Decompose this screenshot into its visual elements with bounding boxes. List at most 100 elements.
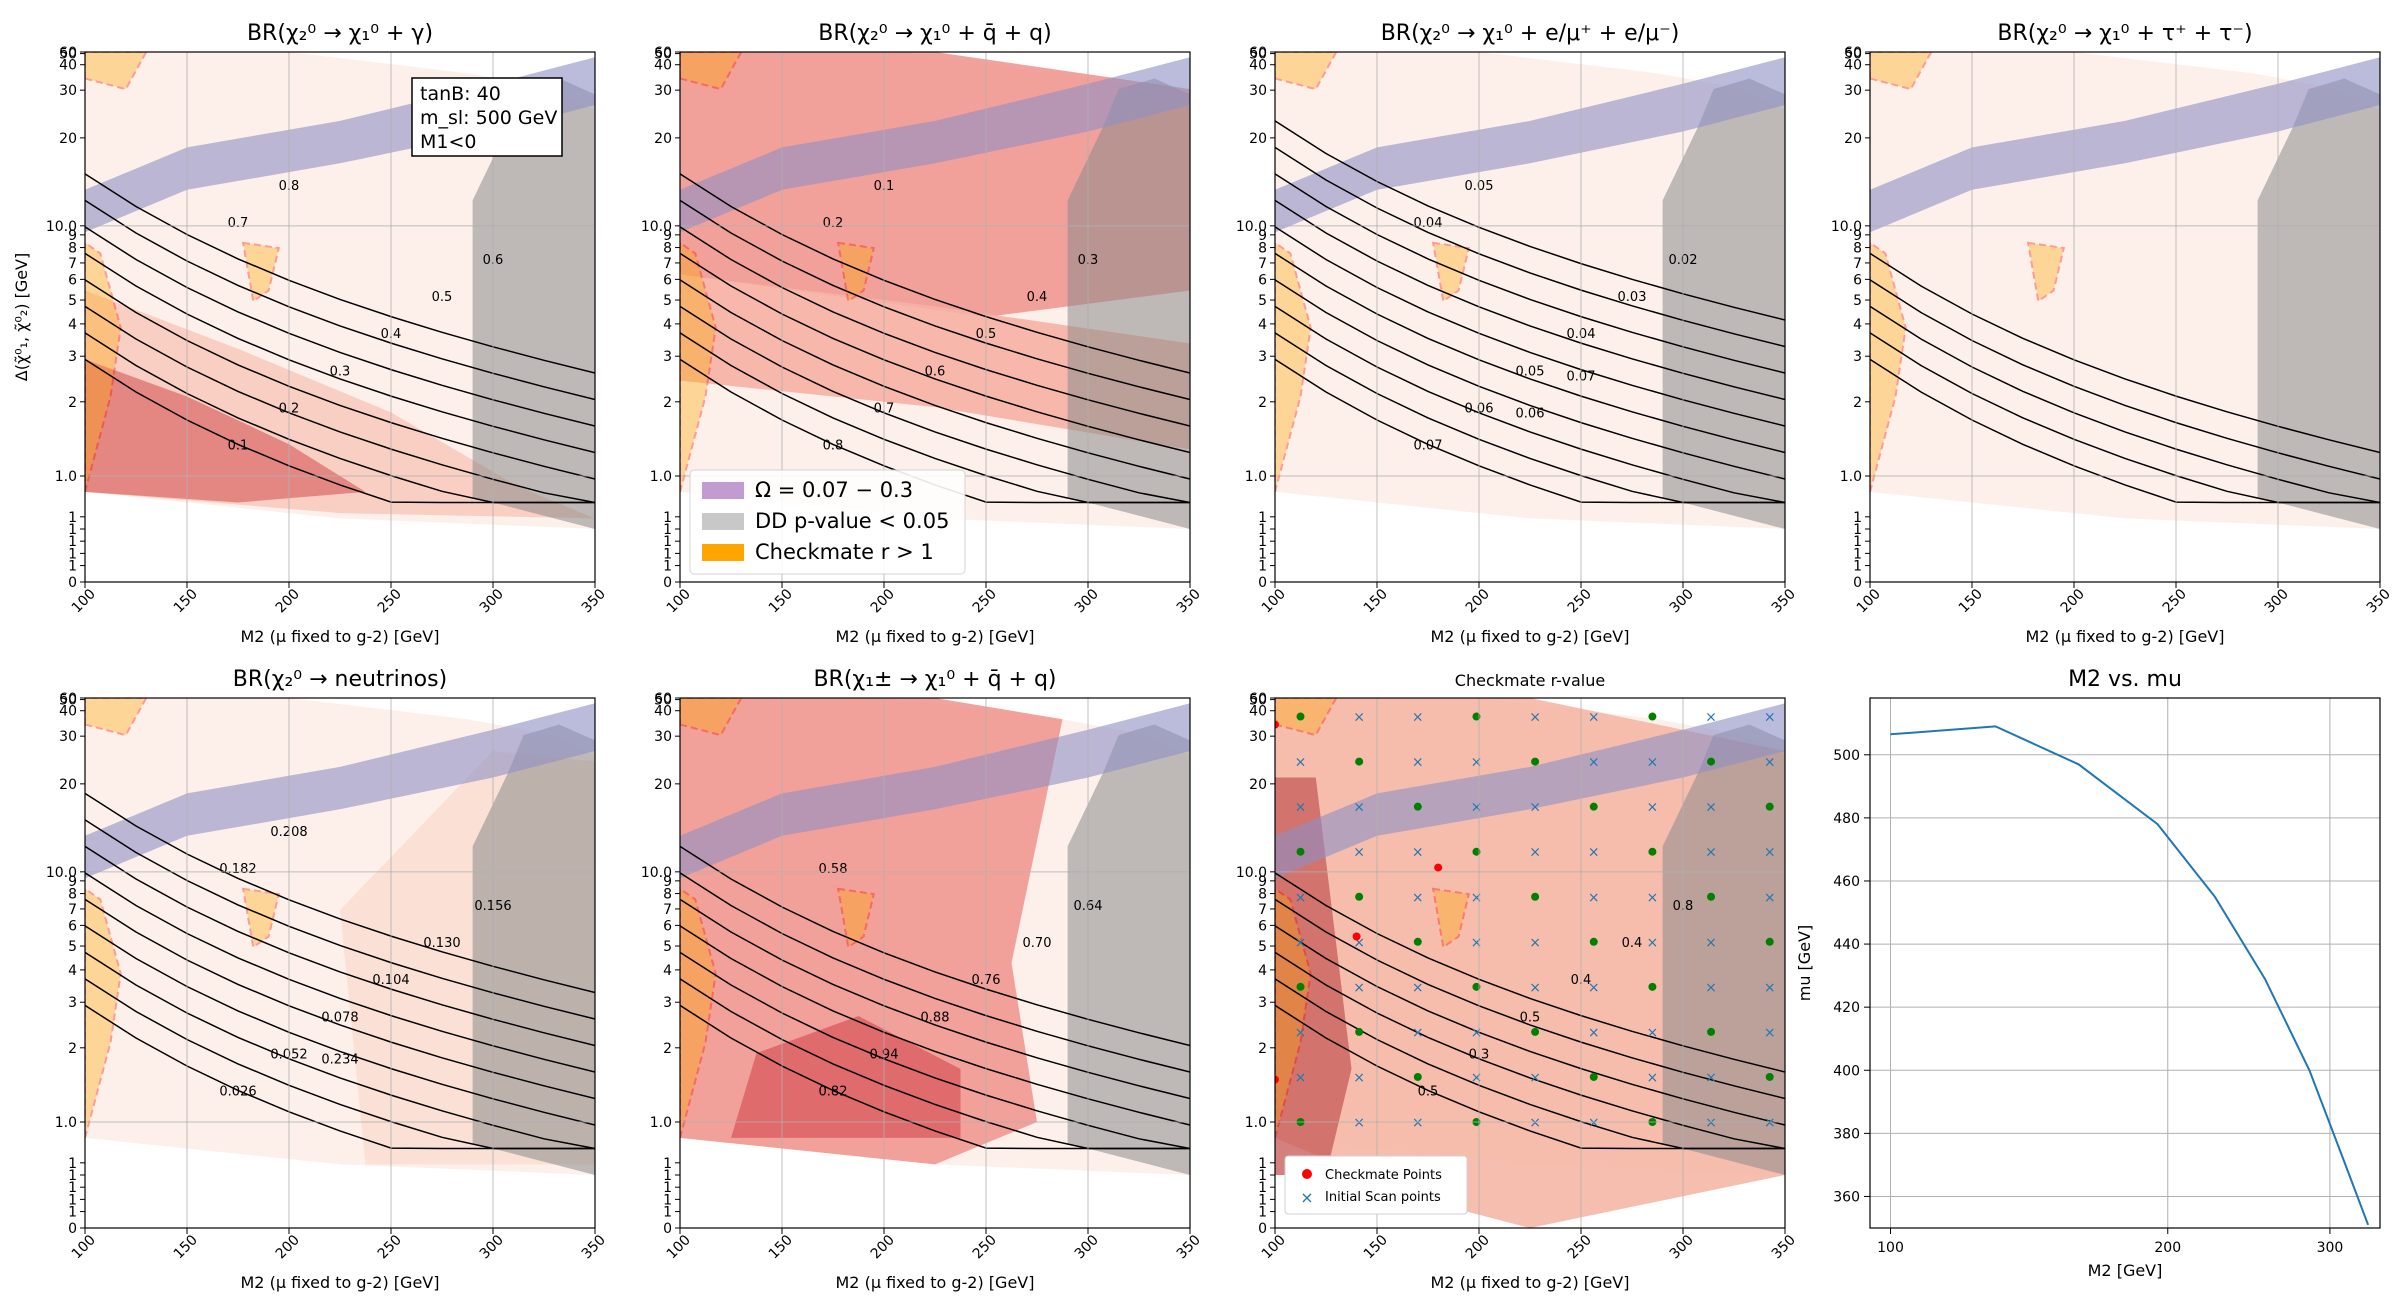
dd-excluded-region — [1662, 724, 1785, 1175]
contour-line — [1870, 279, 2380, 480]
y-tick-label: 6 — [1853, 272, 1862, 288]
y-tick-label: 60 — [1249, 45, 1267, 61]
y-tick-label: 4 — [1258, 963, 1267, 979]
plot-area — [1870, 52, 2380, 529]
contour-line — [1275, 872, 1785, 1073]
y-tick-label: 7 — [68, 256, 77, 272]
x-tick-label: 350 — [1174, 586, 1204, 616]
y-tick-label: 60 — [59, 45, 77, 61]
y-tick-label: 1 — [68, 522, 77, 538]
x-axis-label: M2 (μ fixed to g-2) [GeV] — [836, 1273, 1035, 1292]
y-tick-label: 500 — [1833, 748, 1860, 764]
contour-label: 0.5 — [1418, 1085, 1439, 1100]
plot-area: 0.50.30.50.40.40.8××××××××××××××××××××××… — [1275, 698, 1785, 1228]
contour-line — [1275, 951, 1785, 1150]
x-tick-label: 250 — [375, 586, 405, 616]
scan-point: × — [1764, 1115, 1776, 1131]
checkmate-point — [1707, 892, 1716, 901]
contour-line — [1275, 898, 1785, 1100]
contour-label: 0.4 — [1622, 936, 1643, 951]
checkmate-point — [1531, 757, 1540, 766]
scan-point: × — [1353, 980, 1365, 996]
y-tick-label: 1.0 — [650, 1115, 672, 1131]
contour-label: 0.70 — [1023, 936, 1052, 951]
contour-label: 0.2 — [823, 216, 844, 231]
y-tick-label: 1 — [663, 1180, 672, 1196]
scan-point: × — [1471, 935, 1483, 951]
y-tick-label: 1.0 — [55, 1115, 77, 1131]
checkmate-excluded-2 — [1275, 241, 1312, 493]
panel-8: 100 200 300 360 380 400 420 440 460 480 500 M2 vs. … — [1795, 667, 2381, 1280]
annotation-box — [411, 77, 563, 157]
axes-frame — [84, 51, 596, 583]
x-tick-label: 150 — [766, 1232, 796, 1262]
x-axis-label: M2 [GeV] — [2088, 1261, 2163, 1280]
y-tick-label: 1 — [1258, 1180, 1267, 1196]
y-tick-label: 30 — [654, 729, 672, 745]
y-tick-label: 10.0 — [1831, 219, 1862, 235]
checkmate-point — [1707, 757, 1716, 766]
y-tick-label: 2 — [68, 1041, 77, 1057]
contour-label: 0.1 — [228, 439, 249, 454]
y-tick-label: 60 — [654, 45, 672, 61]
contour-label: 0.07 — [1414, 439, 1443, 454]
contour-line — [85, 819, 595, 1020]
scan-point: × — [1412, 1115, 1424, 1131]
x-tick-label: 350 — [579, 1232, 609, 1262]
y-tick-label: 8 — [1258, 887, 1267, 903]
y-tick-label: 380 — [1833, 1126, 1860, 1142]
y-tick-label: 0 — [1258, 1221, 1267, 1237]
contour-line — [85, 872, 595, 1073]
y-tick-label: 4 — [663, 317, 672, 333]
y-tick-label: 20 — [59, 777, 77, 793]
x-tick-label: 300 — [2262, 586, 2292, 616]
checkmate-excluded-2 — [85, 241, 122, 493]
y-tick-label: 9 — [1258, 874, 1267, 890]
omega-band — [85, 703, 595, 879]
plot-area: 0.820.940.880.760.700.640.58 — [680, 698, 1190, 1175]
scan-point: × — [1529, 845, 1541, 861]
dd-excluded-region — [1067, 724, 1190, 1175]
y-tick-label: 60 — [59, 691, 77, 707]
checkmate-point — [1413, 1072, 1422, 1081]
dd-excluded-region — [1067, 78, 1190, 529]
y-tick-label: 8 — [663, 241, 672, 257]
y-tick-label: 4 — [68, 963, 77, 979]
x-tick-label: 300 — [1072, 1232, 1102, 1262]
y-tick-label: 2 — [663, 395, 672, 411]
checkmate-point — [1472, 847, 1481, 856]
y-tick-label: 1 — [68, 1192, 77, 1208]
contour-label: 0.182 — [219, 862, 256, 877]
plot-area: 0.80.70.60.50.40.30.20.1 — [680, 52, 1190, 529]
y-tick-label: 0 — [1258, 575, 1267, 591]
x-tick-label: 150 — [766, 586, 796, 616]
axes-frame — [679, 51, 1191, 583]
y-tick-label: 0 — [68, 1221, 77, 1237]
scan-point: × — [1353, 935, 1365, 951]
y-tick-label: 420 — [1833, 1000, 1860, 1016]
x-tick-label: 300 — [477, 1232, 507, 1262]
y-tick-label: 460 — [1833, 874, 1860, 890]
checkmate-excluded-1 — [1275, 698, 1338, 737]
contour-label: 0.5 — [1520, 1010, 1541, 1025]
legend-label: Checkmate r > 1 — [755, 540, 934, 564]
y-tick-label: 40 — [1249, 58, 1267, 74]
checkmate-point — [1472, 712, 1481, 721]
scan-point: × — [1471, 800, 1483, 816]
y-tick-label: 1 — [1258, 510, 1267, 526]
scan-point: × — [1471, 890, 1483, 906]
y-tick-label: 6 — [663, 918, 672, 934]
y-tick-label: 40 — [654, 58, 672, 74]
panel-4: 100 150 200 250 300 3500111111.02345678910.02… — [1831, 21, 2394, 646]
checkmate-point — [1531, 892, 1540, 901]
scan-point: × — [1412, 890, 1424, 906]
panel-title: M2 vs. mu — [2068, 667, 2182, 692]
contour-line — [85, 925, 595, 1126]
scan-point: × — [1705, 980, 1717, 996]
contour-line — [680, 332, 1190, 504]
y-tick-label: 5 — [68, 939, 77, 955]
contour-line — [85, 951, 595, 1150]
checkmate-point — [1648, 712, 1657, 721]
y-tick-label: 1 — [663, 522, 672, 538]
y-tick-label: 9 — [663, 228, 672, 244]
